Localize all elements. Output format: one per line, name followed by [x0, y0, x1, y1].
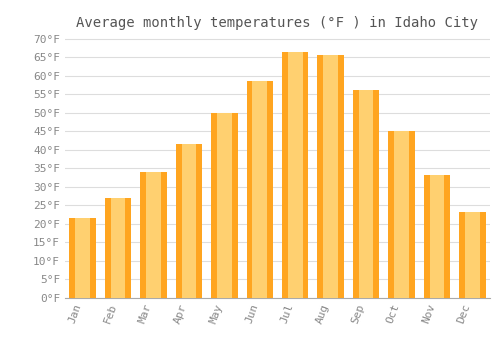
Title: Average monthly temperatures (°F ) in Idaho City: Average monthly temperatures (°F ) in Id… — [76, 16, 478, 30]
Bar — [282, 52, 308, 298]
Bar — [324, 55, 338, 298]
Bar — [246, 81, 273, 298]
Bar — [424, 175, 450, 298]
Bar — [430, 175, 444, 298]
Bar — [318, 55, 344, 298]
Bar — [111, 198, 126, 298]
Bar — [465, 212, 479, 298]
Bar — [353, 90, 380, 298]
Bar — [76, 218, 90, 298]
Bar — [105, 198, 132, 298]
Bar — [358, 90, 374, 298]
Bar — [288, 52, 302, 298]
Bar — [252, 81, 267, 298]
Bar — [176, 144, 202, 298]
Bar — [388, 131, 414, 298]
Bar — [459, 212, 485, 298]
Bar — [217, 113, 232, 298]
Bar — [394, 131, 409, 298]
Bar — [70, 218, 96, 298]
Bar — [140, 172, 167, 298]
Bar — [182, 144, 196, 298]
Bar — [146, 172, 161, 298]
Bar — [211, 113, 238, 298]
